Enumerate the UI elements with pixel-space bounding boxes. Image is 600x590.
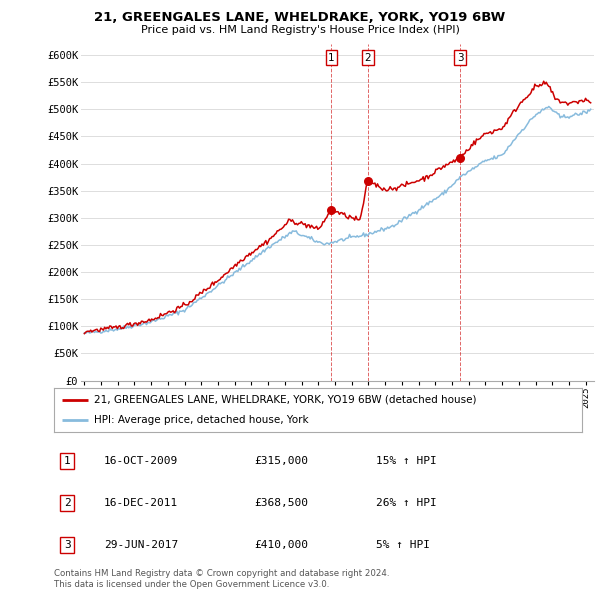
Text: 3: 3 <box>457 53 463 63</box>
Text: 1: 1 <box>328 53 335 63</box>
Text: 2: 2 <box>64 498 71 508</box>
Text: 5% ↑ HPI: 5% ↑ HPI <box>376 540 430 550</box>
Text: £315,000: £315,000 <box>254 456 308 466</box>
Text: 29-JUN-2017: 29-JUN-2017 <box>104 540 178 550</box>
Text: 15% ↑ HPI: 15% ↑ HPI <box>376 456 437 466</box>
Text: HPI: Average price, detached house, York: HPI: Average price, detached house, York <box>94 415 308 425</box>
Text: £368,500: £368,500 <box>254 498 308 508</box>
Text: Price paid vs. HM Land Registry's House Price Index (HPI): Price paid vs. HM Land Registry's House … <box>140 25 460 35</box>
Text: 16-OCT-2009: 16-OCT-2009 <box>104 456 178 466</box>
Text: £410,000: £410,000 <box>254 540 308 550</box>
Point <box>326 205 336 214</box>
Text: 21, GREENGALES LANE, WHELDRAKE, YORK, YO19 6BW: 21, GREENGALES LANE, WHELDRAKE, YORK, YO… <box>94 11 506 24</box>
Text: 3: 3 <box>64 540 71 550</box>
Point <box>455 153 465 163</box>
Text: 16-DEC-2011: 16-DEC-2011 <box>104 498 178 508</box>
Text: 26% ↑ HPI: 26% ↑ HPI <box>376 498 437 508</box>
Text: Contains HM Land Registry data © Crown copyright and database right 2024.
This d: Contains HM Land Registry data © Crown c… <box>54 569 389 589</box>
Text: 21, GREENGALES LANE, WHELDRAKE, YORK, YO19 6BW (detached house): 21, GREENGALES LANE, WHELDRAKE, YORK, YO… <box>94 395 476 405</box>
Text: 1: 1 <box>64 456 71 466</box>
Text: 2: 2 <box>364 53 371 63</box>
Point <box>363 176 373 185</box>
